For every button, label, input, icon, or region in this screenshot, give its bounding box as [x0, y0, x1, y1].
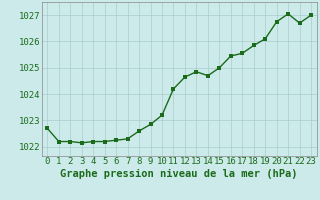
X-axis label: Graphe pression niveau de la mer (hPa): Graphe pression niveau de la mer (hPa)	[60, 169, 298, 179]
